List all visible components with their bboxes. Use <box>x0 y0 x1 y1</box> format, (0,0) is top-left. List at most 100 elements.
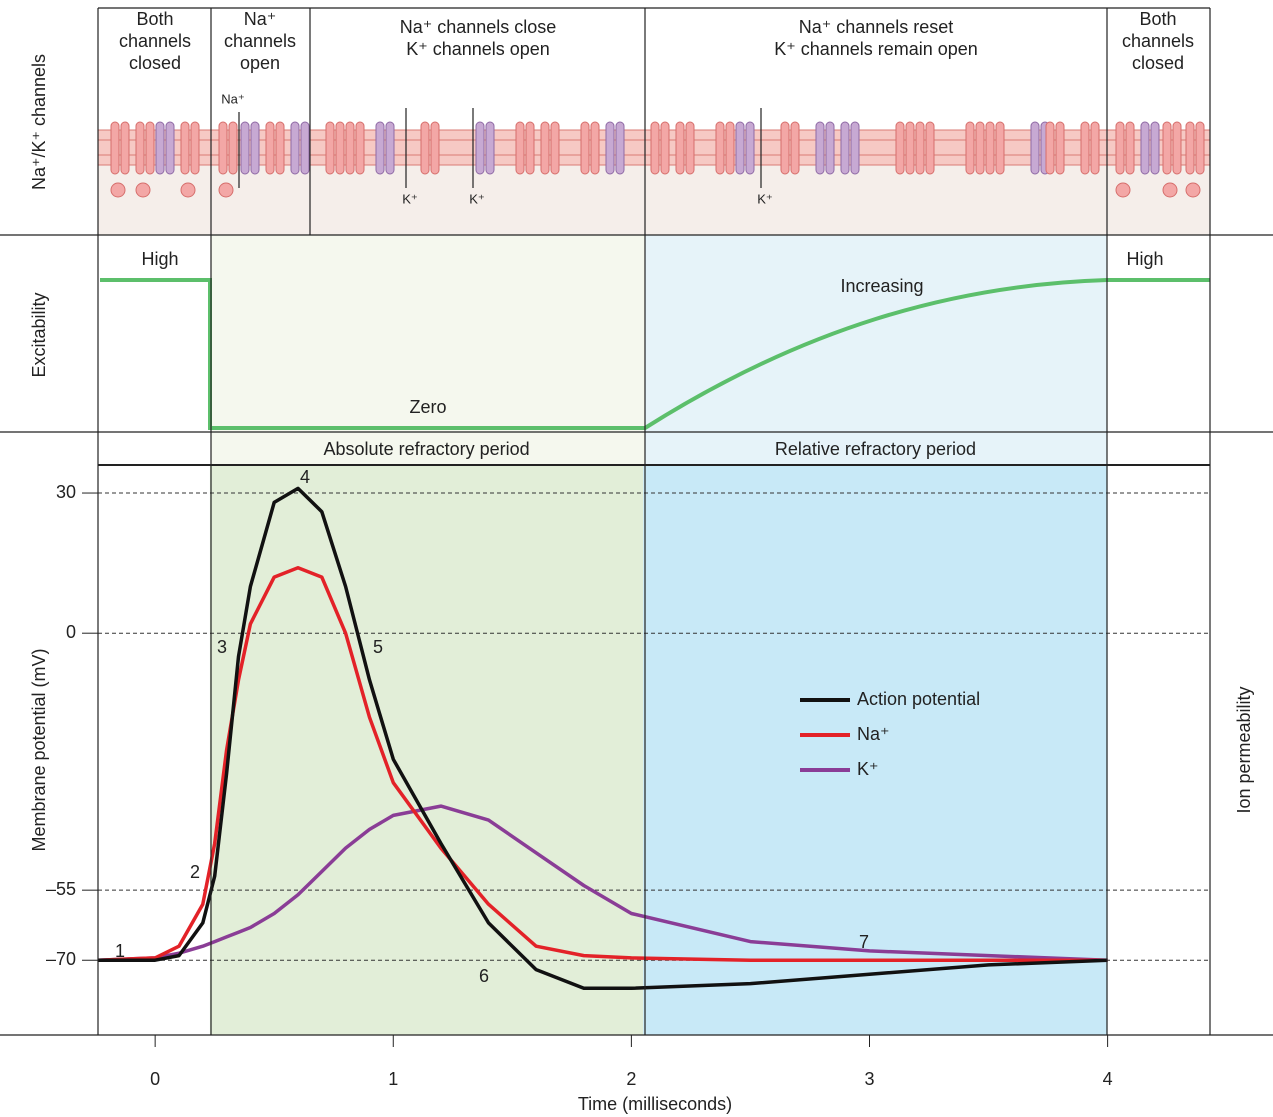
ion-label: K⁺ <box>402 191 418 206</box>
channel <box>790 121 800 175</box>
channel <box>895 121 905 175</box>
panel-label: Excitability <box>29 292 49 377</box>
gate <box>218 182 234 198</box>
channel <box>660 121 670 175</box>
channel <box>135 121 145 175</box>
relative-bg <box>645 235 1107 465</box>
channel <box>515 121 525 175</box>
channel <box>1055 121 1065 175</box>
gate <box>1162 182 1178 198</box>
legend-label: K⁺ <box>857 759 879 779</box>
annotation: 6 <box>479 966 489 986</box>
channel <box>850 121 860 175</box>
gate <box>1115 182 1131 198</box>
channel <box>218 121 228 175</box>
channel <box>250 121 260 175</box>
annotation: 4 <box>300 467 310 487</box>
channel <box>915 121 925 175</box>
channel <box>375 121 385 175</box>
panel-label: Na⁺/K⁺ channels <box>29 54 49 190</box>
channel <box>825 121 835 175</box>
gate <box>135 182 151 198</box>
phase-label: open <box>240 53 280 73</box>
channel <box>995 121 1005 175</box>
channel <box>685 121 695 175</box>
channel <box>430 121 440 175</box>
channel <box>190 121 200 175</box>
channel <box>1045 121 1055 175</box>
channel <box>325 121 335 175</box>
phase-label: closed <box>129 53 181 73</box>
gate <box>1185 182 1201 198</box>
legend-label: Na⁺ <box>857 724 890 744</box>
channel <box>580 121 590 175</box>
channel <box>1090 121 1100 175</box>
channel <box>420 121 430 175</box>
legend-label: Action potential <box>857 689 980 709</box>
channel <box>385 121 395 175</box>
channel <box>290 121 300 175</box>
channel <box>1030 121 1040 175</box>
channel <box>240 121 250 175</box>
channel <box>525 121 535 175</box>
ion-label: K⁺ <box>757 191 773 206</box>
y-tick-label: 0 <box>66 622 76 642</box>
phase-label: channels <box>119 31 191 51</box>
annotation: 5 <box>373 637 383 657</box>
y-axis-title: Membrane potential (mV) <box>29 648 49 851</box>
absolute-bg <box>211 235 645 465</box>
y2-axis-title: Ion permeability <box>1234 686 1254 813</box>
phase-label: Na⁺ <box>244 9 277 29</box>
y-tick-label: –55 <box>46 879 76 899</box>
channel <box>165 121 175 175</box>
x-tick-label: 4 <box>1103 1069 1113 1089</box>
channel <box>1172 121 1182 175</box>
channel <box>975 121 985 175</box>
region <box>209 465 644 1035</box>
channel <box>180 121 190 175</box>
channel <box>155 121 165 175</box>
channel <box>840 121 850 175</box>
channel <box>335 121 345 175</box>
channel <box>228 121 238 175</box>
channel <box>485 121 495 175</box>
channel <box>965 121 975 175</box>
channel <box>780 121 790 175</box>
channel <box>1150 121 1160 175</box>
phase-label: channels <box>1122 31 1194 51</box>
channel <box>925 121 935 175</box>
channel <box>345 121 355 175</box>
channel <box>145 121 155 175</box>
channel <box>1080 121 1090 175</box>
channel <box>735 121 745 175</box>
channel <box>905 121 915 175</box>
annotation: 2 <box>190 862 200 882</box>
region-label: Relative refractory period <box>775 439 976 459</box>
x-tick-label: 0 <box>150 1069 160 1089</box>
membrane <box>97 121 1211 198</box>
level: High <box>141 249 178 269</box>
gate <box>110 182 126 198</box>
channel <box>475 121 485 175</box>
plot: –70 –55 0 30 1 2 3 4 5 6 7 Action potential Na⁺ K⁺ <box>46 465 1210 1035</box>
region <box>643 465 1108 1035</box>
channel <box>1195 121 1205 175</box>
channel <box>1185 121 1195 175</box>
channel <box>725 121 735 175</box>
channel <box>540 121 550 175</box>
channel <box>985 121 995 175</box>
phase-label: Both <box>136 9 173 29</box>
channel <box>745 121 755 175</box>
channel <box>120 121 130 175</box>
region-label: Absolute refractory period <box>324 439 530 459</box>
channel <box>650 121 660 175</box>
channel <box>110 121 120 175</box>
phase-label: K⁺ channels open <box>406 39 550 59</box>
phase-label: channels <box>224 31 296 51</box>
phase-label: Na⁺ channels reset <box>799 17 954 37</box>
x-tick-label: 2 <box>626 1069 636 1089</box>
level: Increasing <box>840 276 923 296</box>
channel <box>275 121 285 175</box>
channel <box>815 121 825 175</box>
channel <box>715 121 725 175</box>
